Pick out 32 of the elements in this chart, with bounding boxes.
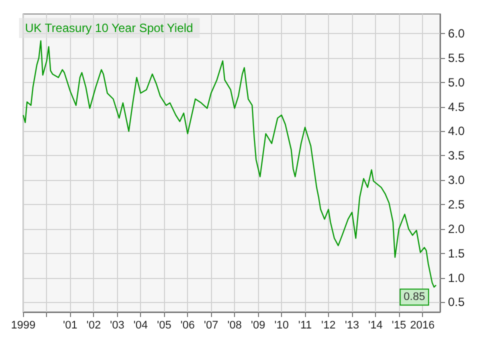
y-tick-label: 5.5 [448,50,466,65]
y-tick-label: 5.0 [448,75,466,90]
x-tick-label: '10 [274,320,289,332]
y-tick-label: 6.0 [448,26,466,41]
y-tick-label: 2.5 [448,198,466,212]
data-label: 0.85 [404,291,426,304]
x-tick-label: '11 [298,320,312,332]
x-tick-label: '02 [86,320,101,332]
x-tick-label: '06 [180,320,195,332]
x-tick-label: '15 [392,320,406,332]
x-tick-label: '05 [156,320,172,332]
x-tick-label: '04 [133,320,148,332]
x-tick-label: 2016 [410,320,435,332]
line-series [22,40,437,288]
x-tick-label: '14 [368,320,383,332]
y-tick-label: 4.5 [448,100,466,114]
x-tick-label: '13 [344,320,360,332]
y-tick-label: 1.0 [448,270,466,285]
x-tick-label: 1999 [10,320,36,332]
x-tick-label: '12 [321,320,336,332]
y-tick-label: 4.0 [448,124,466,138]
y-tick-label: 3.5 [448,148,466,163]
y-tick-label: 2.0 [448,222,466,236]
y-tick-label: 1.5 [448,246,466,260]
text: UK Treasury 10 Year Spot Yield [25,21,194,35]
x-tick-label: '07 [204,320,218,332]
y-tick-label: 0.5 [448,295,466,310]
x-tick-label: '01 [63,320,78,332]
x-tick-label: '03 [110,320,124,332]
y-tick-label: 3.0 [448,173,466,188]
x-tick-label: '09 [250,320,266,332]
x-tick-label: '08 [227,320,242,332]
